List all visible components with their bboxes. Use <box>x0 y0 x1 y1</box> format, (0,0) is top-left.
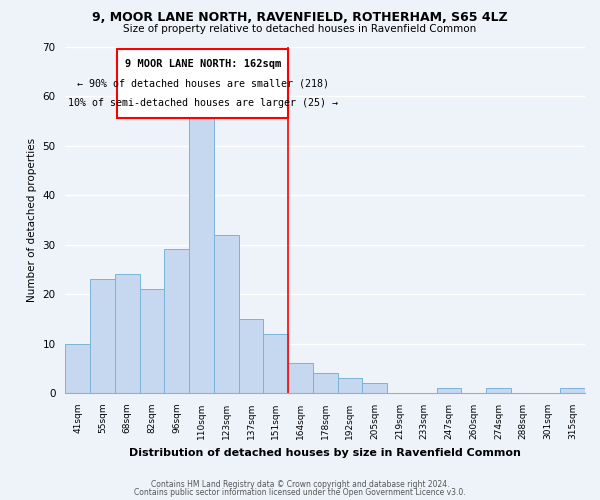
Y-axis label: Number of detached properties: Number of detached properties <box>27 138 37 302</box>
Bar <box>239 319 263 393</box>
Text: 9, MOOR LANE NORTH, RAVENFIELD, ROTHERHAM, S65 4LZ: 9, MOOR LANE NORTH, RAVENFIELD, ROTHERHA… <box>92 11 508 24</box>
Bar <box>140 289 164 393</box>
Bar <box>362 383 387 393</box>
Text: 9 MOOR LANE NORTH: 162sqm: 9 MOOR LANE NORTH: 162sqm <box>125 59 281 69</box>
FancyBboxPatch shape <box>118 49 288 118</box>
Bar <box>560 388 585 393</box>
Text: ← 90% of detached houses are smaller (218): ← 90% of detached houses are smaller (21… <box>77 78 329 88</box>
Text: Contains HM Land Registry data © Crown copyright and database right 2024.: Contains HM Land Registry data © Crown c… <box>151 480 449 489</box>
Bar <box>313 374 338 393</box>
Bar <box>486 388 511 393</box>
Text: Contains public sector information licensed under the Open Government Licence v3: Contains public sector information licen… <box>134 488 466 497</box>
Text: 10% of semi-detached houses are larger (25) →: 10% of semi-detached houses are larger (… <box>68 98 338 108</box>
Bar <box>164 250 189 393</box>
Bar <box>90 279 115 393</box>
Bar <box>189 106 214 393</box>
Bar <box>65 344 90 393</box>
Bar <box>214 234 239 393</box>
Text: Size of property relative to detached houses in Ravenfield Common: Size of property relative to detached ho… <box>124 24 476 34</box>
Bar <box>115 274 140 393</box>
Bar <box>263 334 288 393</box>
X-axis label: Distribution of detached houses by size in Ravenfield Common: Distribution of detached houses by size … <box>129 448 521 458</box>
Bar <box>338 378 362 393</box>
Bar <box>437 388 461 393</box>
Bar <box>288 364 313 393</box>
